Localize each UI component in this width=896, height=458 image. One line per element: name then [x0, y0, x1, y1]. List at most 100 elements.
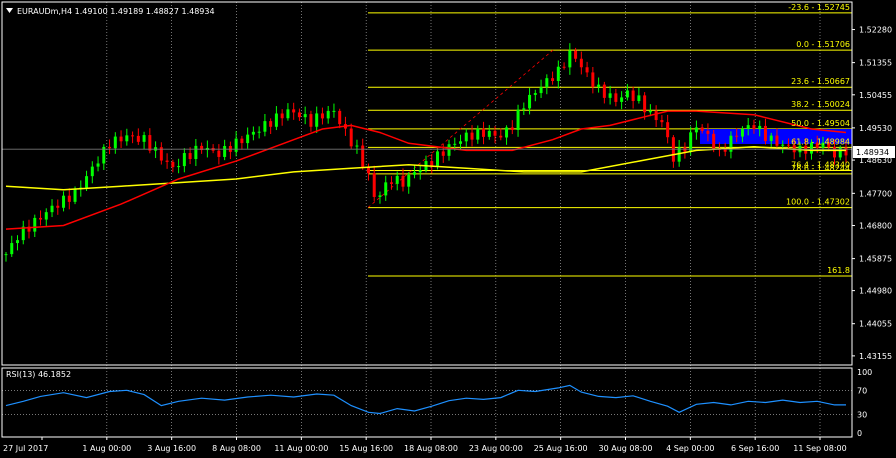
candle-body — [280, 113, 284, 119]
rsi-line — [5, 384, 846, 415]
candle-body — [182, 153, 186, 167]
time-tick-label: 27 Jul 2017 — [3, 444, 48, 453]
candle-body — [775, 135, 779, 146]
fibo-label: 78.6 - 1.48244 — [791, 164, 850, 173]
candle-body — [752, 125, 756, 130]
candle-body — [21, 226, 25, 241]
candle-body — [73, 189, 77, 202]
candle-body — [735, 135, 739, 137]
price-tick-label: 1.51355 — [859, 59, 892, 68]
current-price-label: 1.48934 — [856, 148, 889, 157]
candle-body — [188, 153, 192, 160]
candle-body — [355, 145, 359, 147]
candle-body — [10, 243, 14, 255]
candle-body — [844, 147, 848, 156]
candle-body — [16, 240, 20, 244]
fibo-label: 76.4 - 1.48340 — [791, 160, 850, 169]
price-tick-label: 1.44980 — [859, 287, 892, 296]
candle-body — [108, 146, 112, 149]
candle-body — [257, 131, 261, 133]
candle-body — [476, 128, 480, 140]
candle-body — [56, 205, 60, 208]
candle-body — [637, 95, 641, 102]
candle-body — [274, 113, 278, 127]
candle-body — [441, 151, 445, 156]
candle-body — [372, 173, 376, 197]
candle-body — [119, 136, 123, 142]
candle-body — [395, 175, 399, 184]
rsi-panel-frame — [1, 367, 853, 438]
rsi-tick-label: 30 — [857, 411, 867, 420]
price-axis[interactable]: 1.52280 1.51355 1.50455 1.49530 1.48630 1.477… — [852, 26, 892, 361]
candle-body — [246, 134, 250, 144]
candle-body — [551, 78, 555, 81]
candle-body — [286, 109, 290, 119]
time-tick-label: 1 Aug 00:00 — [82, 444, 131, 453]
fibo-label: 161.8 — [827, 266, 850, 275]
rsi-panel[interactable]: 100 70 30 0 — [2, 368, 872, 438]
candle-body — [401, 175, 405, 187]
time-axis[interactable]: 27 Jul 2017 1 Aug 00:00 3 Aug 16:00 8 Aug 0… — [3, 437, 847, 453]
symbol-header: EURAUDm,H4 1.49100 1.49189 1.48827 1.489… — [17, 7, 215, 16]
candle-body — [556, 66, 560, 81]
candle-body — [102, 146, 106, 164]
price-tick-label: 1.50455 — [859, 91, 892, 100]
fibonacci-labels: -23.6 - 1.52745 0.0 - 1.51706 23.6 - 1.506… — [786, 3, 850, 275]
candle-body — [712, 133, 716, 150]
fibo-label: 61.8 - 1.48984 — [791, 137, 850, 146]
candlesticks — [4, 43, 848, 262]
candle-body — [758, 125, 762, 130]
candle-body — [597, 84, 601, 87]
price-tick-label: 1.43155 — [859, 352, 892, 361]
candle-body — [90, 166, 94, 177]
candle-body — [620, 97, 624, 102]
time-tick-label: 11 Sep 08:00 — [793, 444, 846, 453]
candle-body — [585, 67, 589, 73]
time-tick-label: 3 Aug 16:00 — [147, 444, 196, 453]
candle-body — [315, 113, 319, 127]
fibo-label: 23.6 - 1.50667 — [791, 77, 850, 86]
fibonacci-levels[interactable] — [367, 12, 852, 277]
candle-body — [125, 135, 129, 142]
fibo-label: 0.0 - 1.51706 — [796, 40, 850, 49]
candle-body — [464, 132, 468, 142]
candle-body — [131, 135, 135, 137]
vertical-gridlines — [106, 2, 821, 437]
candle-body — [269, 121, 273, 127]
candle-body — [320, 113, 324, 119]
price-tick-label: 1.46800 — [859, 222, 892, 231]
ma-slow-line — [5, 146, 846, 191]
candle-body — [223, 146, 227, 157]
candle-body — [412, 172, 416, 175]
candle-body — [263, 121, 267, 132]
candle-body — [303, 114, 307, 118]
candle-body — [522, 108, 526, 110]
price-tick-label: 1.45875 — [859, 255, 892, 264]
panel-frames — [1, 1, 853, 438]
price-tick-label: 1.49530 — [859, 124, 892, 133]
candle-body — [240, 138, 244, 144]
candle-body — [677, 147, 681, 162]
fibo-label: 38.2 - 1.50024 — [791, 100, 850, 109]
price-tick-label: 1.47700 — [859, 189, 892, 198]
candle-body — [510, 127, 514, 130]
candle-body — [838, 147, 842, 158]
candle-body — [33, 217, 37, 232]
dropdown-triangle-icon[interactable] — [6, 8, 13, 13]
candle-body — [251, 131, 255, 135]
candle-body — [482, 128, 486, 137]
candle-body — [740, 128, 744, 137]
price-tick-label: 1.44055 — [859, 320, 892, 329]
candle-body — [389, 182, 393, 184]
candle-body — [786, 144, 790, 146]
time-tick-label: 25 Aug 16:00 — [534, 444, 588, 453]
candle-body — [654, 111, 658, 121]
candle-body — [136, 135, 140, 142]
candle-body — [608, 93, 612, 98]
price-tick-label: 1.52280 — [859, 26, 892, 35]
candle-body — [660, 120, 664, 123]
candle-body — [539, 87, 543, 94]
rsi-header: RSI(13) 46.1852 — [6, 370, 71, 379]
candle-body — [332, 110, 336, 112]
